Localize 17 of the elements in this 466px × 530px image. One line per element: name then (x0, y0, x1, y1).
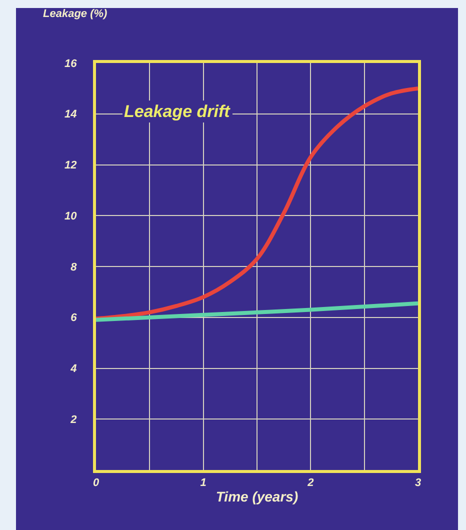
annotation: Leakage drift (124, 102, 232, 121)
x-tick-label: 1 (200, 477, 206, 490)
x-axis-title: Time (years) (216, 488, 298, 504)
y-tick-label: 2 (70, 414, 77, 426)
y-tick-label: 16 (64, 58, 78, 70)
line-series (96, 301, 418, 322)
y-axis-title: Leakage (%) (43, 8, 108, 20)
y-tick-label: 4 (70, 363, 77, 376)
y-tick-label: 8 (70, 261, 78, 274)
x-tick-label: 2 (306, 477, 314, 490)
x-tick-label: 3 (414, 477, 422, 490)
y-tick-label: 14 (64, 108, 77, 121)
y-tick-label: 12 (64, 160, 77, 172)
y-tick-label: 6 (70, 312, 78, 324)
x-tick-label: 0 (92, 477, 100, 490)
y-tick-label: 10 (64, 210, 78, 222)
line-series (96, 86, 418, 321)
